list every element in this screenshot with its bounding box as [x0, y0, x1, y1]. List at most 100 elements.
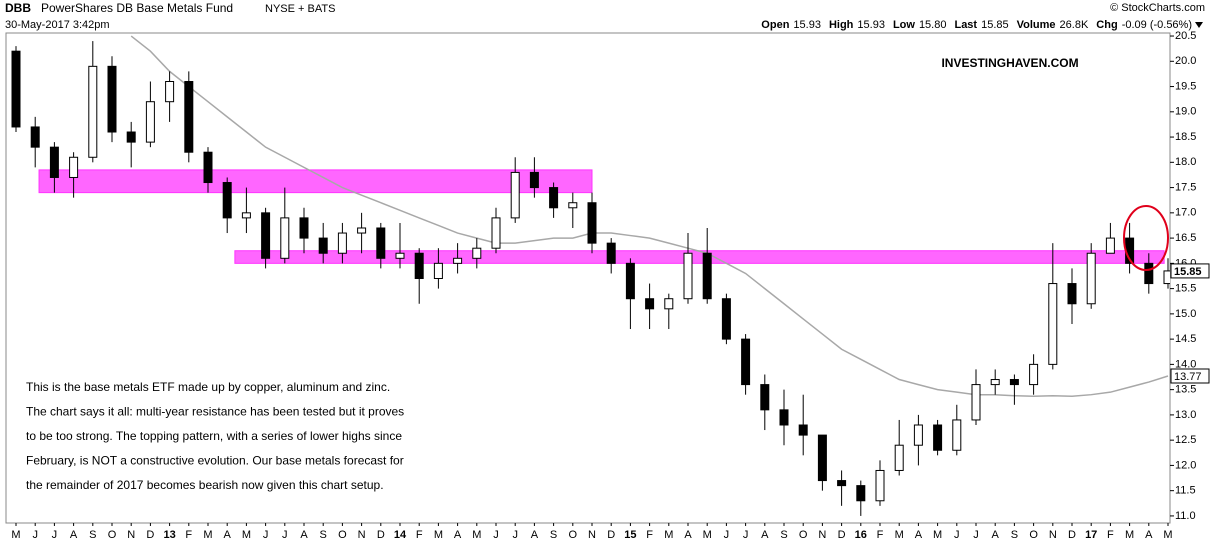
quote-value: -0.09 (-0.56%): [1122, 19, 1192, 31]
x-tick-label: D: [607, 529, 615, 541]
candle-body: [894, 444, 904, 471]
candle-body: [69, 156, 79, 178]
price-tag-box: [1170, 263, 1210, 279]
candle-body: [779, 409, 789, 426]
y-tick-label: 20.5: [1175, 30, 1196, 42]
plot: [11, 35, 1170, 516]
y-tick-label: 11.5: [1175, 485, 1196, 497]
x-tick-label: O: [799, 529, 808, 541]
annotation-line: the remainder of 2017 becomes bearish no…: [26, 478, 384, 492]
candle-body: [741, 338, 751, 386]
source: © StockCharts.com: [1110, 2, 1205, 14]
y-tick-label: 17.0: [1175, 207, 1196, 219]
x-tick-label: S: [1011, 529, 1018, 541]
candle-body: [49, 146, 59, 178]
highlight-circle: [1123, 205, 1169, 271]
candle-body: [165, 80, 175, 103]
quote-label: Chg: [1096, 19, 1117, 31]
y-tick-label: 15.0: [1175, 308, 1196, 320]
candle-body: [971, 384, 981, 421]
x-tick-label: A: [915, 529, 923, 541]
x-tick-label: O: [338, 529, 347, 541]
candle-body: [145, 101, 155, 143]
candle-body: [702, 252, 712, 300]
x-tick-label: J: [282, 529, 288, 541]
symbol: DBB: [5, 1, 31, 15]
x-tick-label: D: [377, 529, 385, 541]
candle-body: [357, 227, 367, 234]
y-tick-label: 16.5: [1175, 232, 1196, 244]
x-tick-label: J: [743, 529, 749, 541]
candle-body: [683, 252, 693, 300]
resistance-band: [38, 169, 593, 194]
y-tick-label: 20.0: [1175, 55, 1196, 67]
candle-body: [261, 212, 271, 259]
exchange: NYSE + BATS: [265, 3, 335, 15]
candle-body: [875, 469, 885, 502]
candle-body: [952, 419, 962, 451]
date: 30-May-2017 3:42pm: [5, 19, 110, 31]
y-tick-label: 12.5: [1175, 434, 1196, 446]
candle-body: [760, 384, 770, 411]
quote-value: 15.93: [857, 19, 885, 31]
candle-body: [395, 252, 405, 259]
x-tick-label: F: [877, 529, 884, 541]
candle-body: [587, 202, 597, 244]
chart-title: PowerShares DB Base Metals Fund: [41, 1, 233, 15]
x-tick-label: J: [973, 529, 979, 541]
y-tick-label: 14.0: [1175, 358, 1196, 370]
x-tick-label: M: [434, 529, 443, 541]
y-tick-label: 13.5: [1175, 384, 1196, 396]
candle-body: [625, 262, 635, 300]
price-tag: 15.85: [1174, 266, 1202, 278]
x-tick-label: 17: [1085, 529, 1097, 541]
candle-body: [337, 232, 347, 254]
candle-body: [837, 480, 847, 487]
quote-label: Volume: [1017, 19, 1056, 31]
candle-body: [549, 187, 559, 209]
annotation-line: The chart says it all: multi-year resist…: [26, 405, 404, 419]
candle-body: [933, 424, 943, 451]
x-tick-label: A: [300, 529, 308, 541]
y-tick-label: 18.0: [1175, 156, 1196, 168]
candle-body: [856, 485, 866, 502]
x-tick-label: J: [724, 529, 730, 541]
candle-body: [299, 217, 309, 239]
price-tag: 13.77: [1174, 371, 1202, 383]
y-tick-label: 19.0: [1175, 106, 1196, 118]
x-tick-label: A: [684, 529, 692, 541]
x-tick-label: O: [108, 529, 117, 541]
x-tick-label: F: [1107, 529, 1114, 541]
x-tick-label: J: [954, 529, 960, 541]
y-tick-label: 17.5: [1175, 181, 1196, 193]
x-tick-label: J: [32, 529, 38, 541]
annotation-line: This is the base metals ETF made up by c…: [26, 380, 390, 394]
x-tick-label: M: [203, 529, 212, 541]
candle-body: [1163, 270, 1170, 285]
quote-value: 15.80: [919, 19, 947, 31]
annotation-line: to be too strong. The topping pattern, w…: [26, 429, 402, 443]
candle-body: [510, 171, 520, 219]
quote-label: Last: [954, 19, 977, 31]
candle-body: [433, 262, 443, 280]
candle-body: [990, 379, 1000, 386]
y-tick-label: 19.5: [1175, 80, 1196, 92]
x-tick-label: A: [761, 529, 769, 541]
x-tick-label: D: [1068, 529, 1076, 541]
x-tick-label: M: [895, 529, 904, 541]
candle-body: [376, 227, 386, 259]
x-tick-label: M: [1125, 529, 1134, 541]
candle-body: [1048, 283, 1058, 365]
x-tick-label: D: [146, 529, 154, 541]
x-tick-label: N: [818, 529, 826, 541]
candle-body: [184, 80, 194, 153]
y-tick-label: 12.0: [1175, 459, 1196, 471]
candle-body: [126, 131, 136, 143]
candle-body: [107, 65, 117, 133]
x-tick-label: O: [1029, 529, 1038, 541]
candle-body: [30, 126, 40, 148]
x-tick-label: S: [550, 529, 557, 541]
x-tick-label: N: [358, 529, 366, 541]
x-tick-label: 15: [624, 529, 636, 541]
y-tick-label: 14.5: [1175, 333, 1196, 345]
